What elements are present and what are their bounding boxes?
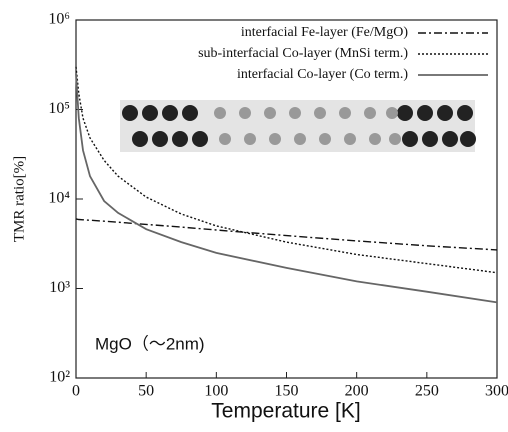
x-tick-label: 250 <box>415 383 439 400</box>
legend-label: sub-interfacial Co-layer (MnSi term.) <box>198 46 408 61</box>
line <box>75 66 498 274</box>
x-tick-label: 300 <box>485 383 508 400</box>
line <box>75 218 498 251</box>
x-tick-label: 100 <box>204 383 228 400</box>
y-tick-label: 10² <box>49 369 70 386</box>
y-axis-label: TMR ratio[%] <box>11 156 27 242</box>
y-tick-label: 10⁴ <box>48 190 70 207</box>
x-axis-label: Temperature [K] <box>211 400 360 423</box>
legend-label: interfacial Fe-layer (Fe/MgO) <box>241 25 408 40</box>
x-tick-label: 150 <box>275 383 299 400</box>
legend-label: interfacial Co-layer (Co term.) <box>237 67 408 82</box>
y-tick-label: 10⁵ <box>48 100 70 117</box>
annotation: MgO（～2nm) <box>95 334 205 353</box>
line <box>75 73 498 304</box>
inset-structure <box>120 100 476 152</box>
x-tick-label: 0 <box>72 383 80 400</box>
y-tick-label: 10⁶ <box>48 11 70 28</box>
x-tick-label: 50 <box>138 383 154 400</box>
y-tick-label: 10³ <box>49 279 70 296</box>
x-tick-label: 200 <box>345 383 369 400</box>
